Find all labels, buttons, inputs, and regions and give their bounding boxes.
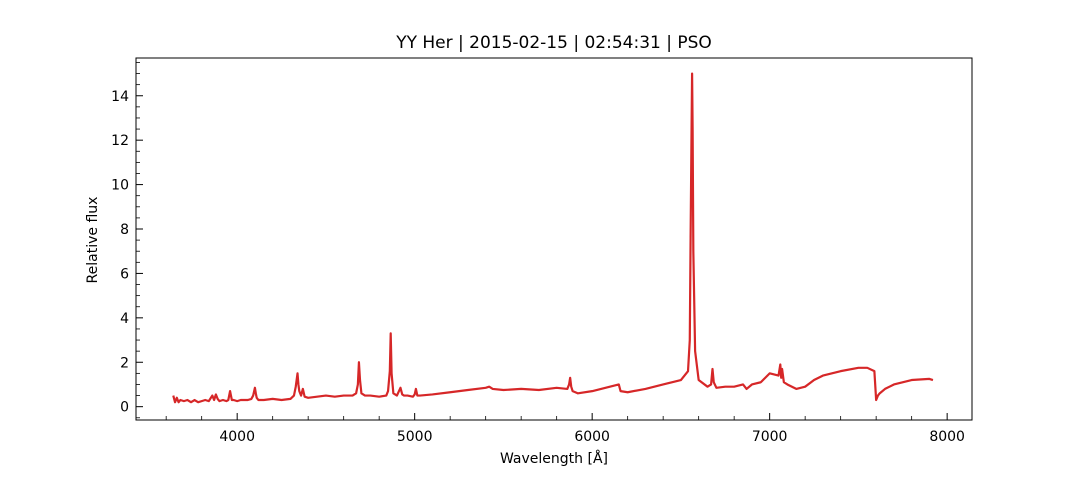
axes-frame [135, 57, 973, 421]
x-tick-label-6000: 6000 [574, 429, 610, 445]
y-tick-label-4: 4 [120, 311, 129, 327]
y-tick-label-10: 10 [111, 178, 129, 194]
x-tick-label-8000: 8000 [929, 429, 965, 445]
y-tick-label-2: 2 [120, 355, 129, 371]
plot-area: 4000 5000 6000 7000 8000 0 2 4 6 8 10 12 14 [111, 57, 973, 445]
y-tick-label-8: 8 [120, 222, 129, 238]
y-tick-label-12: 12 [111, 133, 129, 149]
chart-title: YY Her | 2015-02-15 | 02:54:31 | PSO [395, 33, 712, 53]
x-tick-label-4000: 4000 [219, 429, 255, 445]
y-tick-label-6: 6 [120, 266, 129, 282]
x-tick-label-5000: 5000 [397, 429, 433, 445]
y-tick-label-0: 0 [120, 400, 129, 416]
series-line-0 [172, 72, 934, 404]
y-axis-label: Relative flux [85, 197, 101, 284]
x-axis-label: Wavelength [Å] [500, 450, 608, 467]
y-tick-label-14: 14 [111, 89, 129, 105]
x-tick-label-7000: 7000 [752, 429, 788, 445]
